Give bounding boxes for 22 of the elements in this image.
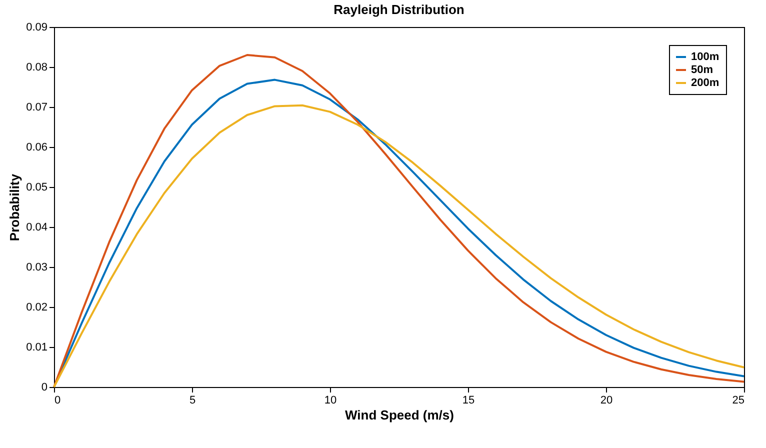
legend-label: 200m xyxy=(691,77,720,89)
x-tick-label: 25 xyxy=(732,394,744,406)
x-axis-title: Wind Speed (m/s) xyxy=(345,408,454,422)
x-tick-label: 10 xyxy=(324,394,337,406)
y-tick-label: 0.06 xyxy=(26,142,48,154)
y-tick-label: 0.09 xyxy=(26,22,48,34)
legend-label: 50m xyxy=(691,64,714,76)
y-tick-label: 0.04 xyxy=(26,222,48,234)
y-tick-label: 0.01 xyxy=(26,342,48,354)
y-tick-label: 0.08 xyxy=(26,62,48,74)
x-tick-label: 5 xyxy=(189,394,196,406)
y-tick-label: 0.03 xyxy=(26,262,48,274)
y-axis-title: Probability xyxy=(7,173,22,242)
chart-title: Rayleigh Distribution xyxy=(334,2,464,17)
y-tick-label: 0.02 xyxy=(26,302,48,314)
x-tick-label: 0 xyxy=(54,394,61,406)
y-tick-label: 0 xyxy=(41,382,48,394)
y-tick-label: 0.05 xyxy=(26,182,48,194)
x-tick-label: 15 xyxy=(462,394,475,406)
y-tick-label: 0.07 xyxy=(26,102,48,114)
x-tick-label: 20 xyxy=(600,394,613,406)
legend-label: 100m xyxy=(691,51,720,63)
